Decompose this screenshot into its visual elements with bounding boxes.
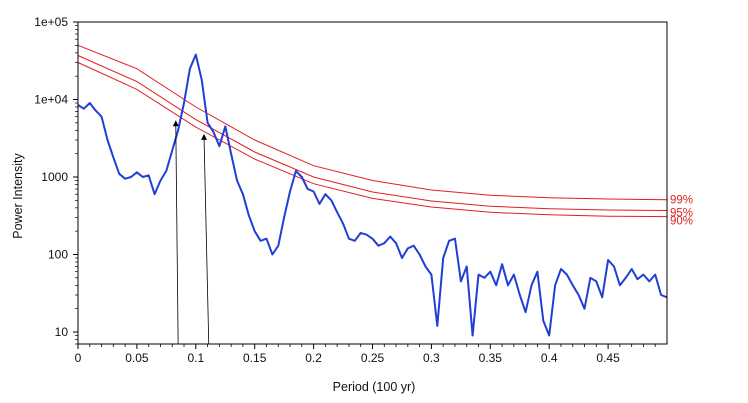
x-tick-label: 0.15	[243, 351, 267, 365]
y-tick-label: 1e+05	[34, 15, 68, 29]
x-tick-label: 0.25	[361, 351, 385, 365]
y-tick-label: 100	[48, 247, 68, 261]
x-tick-label: 0.1	[187, 351, 204, 365]
y-axis: 10 100 1000 1e+04 1e+05	[34, 15, 78, 345]
x-axis-title: Period (100 yr)	[333, 380, 416, 394]
y-tick-label: 1e+04	[34, 92, 68, 106]
x-tick-label: 0.35	[479, 351, 503, 365]
significance-label: 90%	[670, 216, 693, 228]
significance-curves	[77, 44, 668, 218]
peak-drop-line	[203, 137, 210, 345]
peak-marker	[201, 133, 208, 140]
x-axis: 0 0.05 0.1 0.15 0.2 0.25 0.3 0.35 0.4 0.45	[75, 344, 656, 365]
x-tick-label: 0.45	[596, 351, 620, 365]
spectrum-series	[77, 53, 668, 337]
significance-label: 95%	[670, 207, 693, 219]
peak-marker	[172, 120, 179, 127]
y-axis-title: Power Intensity	[11, 153, 25, 239]
peak-markers	[172, 120, 210, 345]
significance-curve	[77, 44, 668, 201]
significance-label: 99%	[670, 195, 693, 207]
x-tick-label: 0	[75, 351, 82, 365]
significance-curve	[77, 62, 668, 218]
significance-curve	[77, 55, 668, 211]
x-tick-label: 0.3	[423, 351, 440, 365]
x-tick-label: 0.2	[305, 351, 322, 365]
spectrum-line	[77, 53, 668, 337]
x-tick-label: 0.4	[541, 351, 558, 365]
x-tick-label: 0.05	[125, 351, 149, 365]
significance-labels: 99%95%90%	[670, 195, 693, 228]
y-tick-label: 10	[55, 325, 69, 339]
peak-drop-line	[175, 124, 179, 345]
y-tick-label: 1000	[41, 170, 68, 184]
